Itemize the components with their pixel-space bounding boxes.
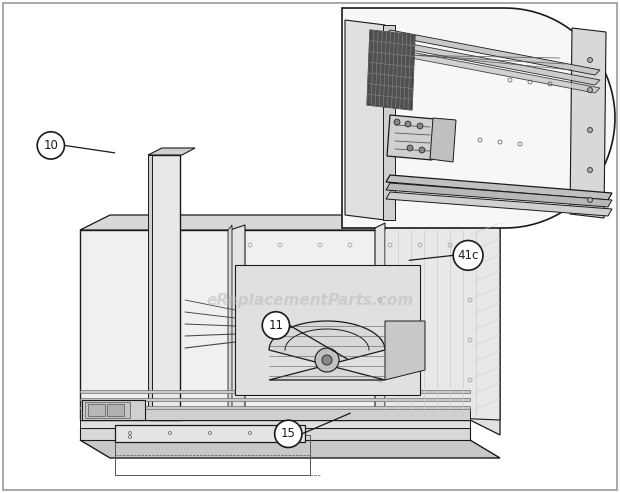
Polygon shape [385, 40, 600, 85]
Circle shape [588, 198, 593, 203]
Polygon shape [107, 404, 124, 416]
Polygon shape [380, 215, 500, 420]
Circle shape [322, 355, 332, 365]
Circle shape [588, 168, 593, 173]
Polygon shape [80, 390, 470, 393]
Polygon shape [345, 20, 385, 220]
Text: 11: 11 [268, 319, 283, 332]
Polygon shape [385, 321, 425, 380]
Polygon shape [80, 428, 470, 440]
Polygon shape [342, 8, 615, 228]
Text: 41c: 41c [458, 249, 479, 262]
Circle shape [588, 128, 593, 133]
Polygon shape [386, 175, 612, 200]
Polygon shape [387, 115, 435, 160]
Circle shape [588, 87, 593, 93]
Polygon shape [269, 321, 385, 380]
Circle shape [275, 420, 302, 448]
Circle shape [453, 241, 483, 270]
Polygon shape [570, 28, 606, 218]
Circle shape [37, 132, 64, 159]
Polygon shape [430, 118, 456, 162]
Polygon shape [375, 223, 385, 415]
Polygon shape [386, 192, 612, 216]
Polygon shape [150, 155, 180, 420]
Polygon shape [82, 400, 145, 420]
Polygon shape [80, 398, 470, 401]
Polygon shape [148, 148, 195, 155]
Polygon shape [115, 425, 305, 442]
Circle shape [419, 147, 425, 153]
Polygon shape [470, 215, 500, 435]
Circle shape [315, 348, 339, 372]
Polygon shape [385, 48, 600, 93]
Polygon shape [367, 30, 415, 110]
Polygon shape [80, 420, 470, 428]
Polygon shape [230, 225, 245, 415]
Circle shape [405, 121, 411, 127]
Polygon shape [80, 215, 500, 230]
Circle shape [588, 58, 593, 63]
Polygon shape [80, 440, 500, 458]
Polygon shape [85, 402, 130, 418]
Polygon shape [80, 408, 470, 420]
Circle shape [417, 123, 423, 129]
Polygon shape [80, 406, 470, 409]
Circle shape [407, 145, 413, 151]
Polygon shape [148, 155, 152, 420]
Polygon shape [386, 183, 612, 207]
Polygon shape [88, 404, 105, 416]
Circle shape [394, 119, 400, 125]
Circle shape [262, 312, 290, 339]
Text: eReplacementParts.com: eReplacementParts.com [206, 292, 414, 308]
Text: 10: 10 [43, 139, 58, 152]
Polygon shape [235, 265, 420, 395]
Polygon shape [228, 225, 232, 415]
Polygon shape [383, 25, 395, 220]
Text: 15: 15 [281, 427, 296, 440]
Polygon shape [385, 30, 600, 75]
Polygon shape [80, 230, 470, 420]
